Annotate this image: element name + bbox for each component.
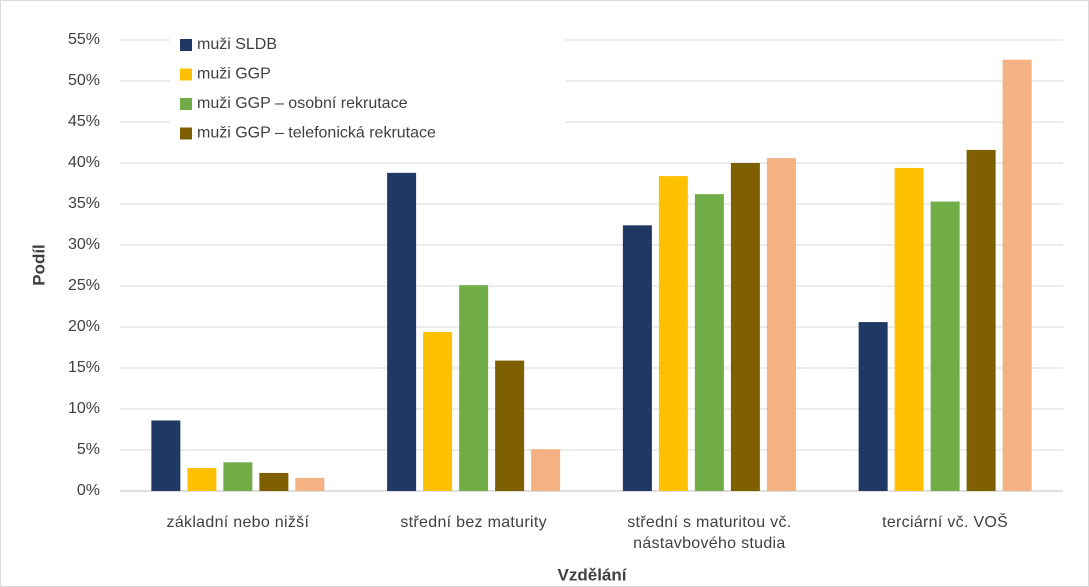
bar [223, 462, 253, 491]
y-tick-label: 35% [68, 195, 100, 212]
bar [387, 172, 417, 491]
y-tick-label: 15% [68, 359, 100, 376]
y-tick-label: 25% [68, 277, 100, 294]
legend-swatch [180, 68, 192, 81]
bar [295, 477, 325, 491]
bar [1002, 59, 1032, 492]
y-tick-label: 45% [68, 113, 100, 130]
y-tick-label: 40% [68, 154, 100, 171]
legend-swatch [180, 98, 192, 110]
x-tick-label: střední s maturitou vč. nástavbového stu… [627, 514, 792, 552]
legend-swatch [180, 127, 192, 140]
bar [894, 167, 924, 492]
bar [966, 149, 996, 491]
bar [766, 158, 796, 491]
legend-label: muži SLDB [197, 36, 277, 53]
bar [531, 449, 561, 491]
x-tick-label: terciární vč. VOŠ [882, 514, 1009, 531]
bar [622, 225, 652, 491]
bar [259, 472, 289, 491]
y-tick-label: 55% [68, 31, 100, 48]
bar [858, 322, 888, 491]
legend-label: muži GGP – telefonická rekrutace [197, 125, 436, 142]
x-axis-title: Vzdělání [558, 565, 628, 584]
bar [423, 331, 453, 491]
x-tick-label: základní nebo nižší [166, 514, 310, 531]
legend-background [170, 28, 565, 154]
bar [459, 285, 489, 491]
bar [658, 176, 688, 491]
y-tick-label: 30% [68, 236, 100, 253]
bar [151, 420, 181, 491]
y-tick-label: 0% [77, 482, 100, 499]
bar [694, 194, 724, 491]
bar [730, 163, 760, 491]
y-tick-label: 50% [68, 72, 100, 89]
y-tick-label: 20% [68, 318, 100, 335]
bar [495, 360, 525, 491]
legend-label: muži GGP [197, 66, 271, 83]
x-tick-label: střední bez maturity [400, 514, 547, 531]
legend-swatch [180, 39, 192, 51]
bar [930, 201, 960, 492]
y-tick-label: 10% [68, 400, 100, 417]
y-tick-label: 5% [77, 441, 100, 458]
bar [187, 468, 217, 491]
legend-label: muži GGP – osobní rekrutace [197, 95, 408, 112]
y-axis-title: Podíl [29, 244, 48, 286]
